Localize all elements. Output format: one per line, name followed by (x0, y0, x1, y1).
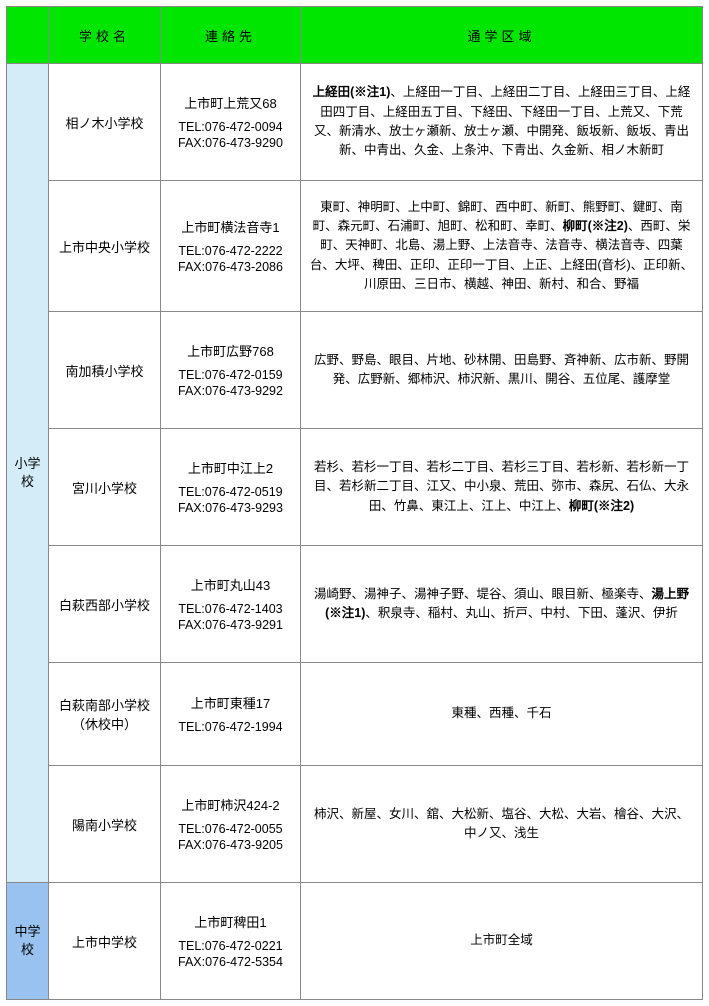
school-area: 東町、神明町、上中町、錦町、西中町、新町、熊野町、鍵町、南町、森元町、石浦町、旭… (301, 181, 703, 312)
contact-addr: 上市町中江上2 (165, 458, 296, 477)
contact-fax: FAX:076-473-9293 (165, 501, 296, 515)
school-contact: 上市町丸山43 TEL:076-472-1403 FAX:076-473-9291 (161, 546, 301, 663)
contact-addr: 上市町丸山43 (165, 575, 296, 594)
school-area: 上経田(※注1)、上経田一丁目、上経田二丁目、上経田三丁目、上経田四丁目、上経田… (301, 64, 703, 181)
school-contact: 上市町東種17 TEL:076-472-1994 (161, 663, 301, 766)
table-row: 白萩南部小学校（休校中）上市町東種17 TEL:076-472-1994 東種、西種… (7, 663, 703, 766)
school-area: 上市町全域 (301, 883, 703, 1000)
school-name: 南加積小学校 (49, 312, 161, 429)
contact-tel: TEL:076-472-1403 (165, 602, 296, 616)
school-area: 若杉、若杉一丁目、若杉二丁目、若杉三丁目、若杉新、若杉新一丁目、若杉新二丁目、江… (301, 429, 703, 546)
header-row: 学校名 連絡先 通学区域 (7, 7, 703, 64)
contact-tel: TEL:076-472-2222 (165, 244, 296, 258)
contact-tel: TEL:076-472-0519 (165, 485, 296, 499)
contact-fax: FAX:076-473-9290 (165, 136, 296, 150)
school-contact: 上市町柿沢424-2 TEL:076-472-0055 FAX:076-473-92… (161, 766, 301, 883)
table-row: 南加積小学校上市町広野768 TEL:076-472-0159 FAX:076-47… (7, 312, 703, 429)
category-elementary: 小学校 (7, 64, 49, 883)
contact-addr: 上市町上荒又68 (165, 93, 296, 112)
contact-fax: FAX:076-472-5354 (165, 955, 296, 969)
school-name: 陽南小学校 (49, 766, 161, 883)
school-name: 白萩南部小学校（休校中） (49, 663, 161, 766)
school-contact: 上市町中江上2 TEL:076-472-0519 FAX:076-473-9293 (161, 429, 301, 546)
contact-addr: 上市町東種17 (165, 693, 296, 712)
school-name: 上市中学校 (49, 883, 161, 1000)
header-area: 通学区域 (301, 7, 703, 64)
school-area: 東種、西種、千石 (301, 663, 703, 766)
school-contact: 上市町広野768 TEL:076-472-0159 FAX:076-473-9292 (161, 312, 301, 429)
table-row: 小学校相ノ木小学校上市町上荒又68TEL:076-472-0094FAX:076… (7, 64, 703, 181)
contact-tel: TEL:076-472-0094 (165, 120, 296, 134)
contact-tel: TEL:076-472-0159 (165, 368, 296, 382)
contact-addr: 上市町広野768 (165, 341, 296, 360)
school-contact: 上市町横法音寺1 TEL:076-472-2222 FAX:076-473-2086 (161, 181, 301, 312)
contact-tel: TEL:076-472-0221 (165, 939, 296, 953)
school-name: 宮川小学校 (49, 429, 161, 546)
contact-tel: TEL:076-472-1994 (165, 720, 296, 734)
contact-fax: FAX:076-473-9292 (165, 384, 296, 398)
table-row: 宮川小学校上市町中江上2 TEL:076-472-0519 FAX:076-473-… (7, 429, 703, 546)
school-area: 湯崎野、湯神子、湯神子野、堤谷、須山、眼目新、極楽寺、湯上野(※注1)、釈泉寺、… (301, 546, 703, 663)
contact-addr: 上市町横法音寺1 (165, 217, 296, 236)
header-contact: 連絡先 (161, 7, 301, 64)
table-row: 上市中央小学校上市町横法音寺1 TEL:076-472-2222 FAX:076-4… (7, 181, 703, 312)
category-middle: 中学校 (7, 883, 49, 1000)
school-name: 白萩西部小学校 (49, 546, 161, 663)
contact-addr: 上市町柿沢424-2 (165, 795, 296, 814)
contact-addr: 上市町稗田1 (165, 912, 296, 931)
school-contact: 上市町上荒又68 TEL:076-472-0094 FAX:076-473-9290 (161, 64, 301, 181)
contact-fax: FAX:076-473-9205 (165, 838, 296, 852)
contact-tel: TEL:076-472-0055 (165, 822, 296, 836)
school-contact: 上市町稗田1 TEL:076-472-0221 FAX:076-472-5354 (161, 883, 301, 1000)
table-row: 中学校 上市中学校 上市町稗田1 TEL:076-472-0221 FAX:07… (7, 883, 703, 1000)
header-school: 学校名 (49, 7, 161, 64)
school-name: 上市中央小学校 (49, 181, 161, 312)
school-name: 相ノ木小学校 (49, 64, 161, 181)
table-row: 陽南小学校上市町柿沢424-2 TEL:076-472-0055 FAX:076-4… (7, 766, 703, 883)
contact-fax: FAX:076-473-9291 (165, 618, 296, 632)
school-table: 学校名 連絡先 通学区域 小学校相ノ木小学校上市町上荒又68 TEL:076-47… (6, 6, 703, 1000)
school-area: 広野、野島、眼目、片地、砂林開、田島野、斉神新、広市新、野開発、広野新、郷柿沢、… (301, 312, 703, 429)
table-row: 白萩西部小学校上市町丸山43 TEL:076-472-1403 FAX:076-47… (7, 546, 703, 663)
header-blank (7, 7, 49, 64)
contact-fax: FAX:076-473-2086 (165, 260, 296, 274)
school-area: 柿沢、新屋、女川、舘、大松新、塩谷、大松、大岩、檜谷、大沢、中ノ又、浅生 (301, 766, 703, 883)
